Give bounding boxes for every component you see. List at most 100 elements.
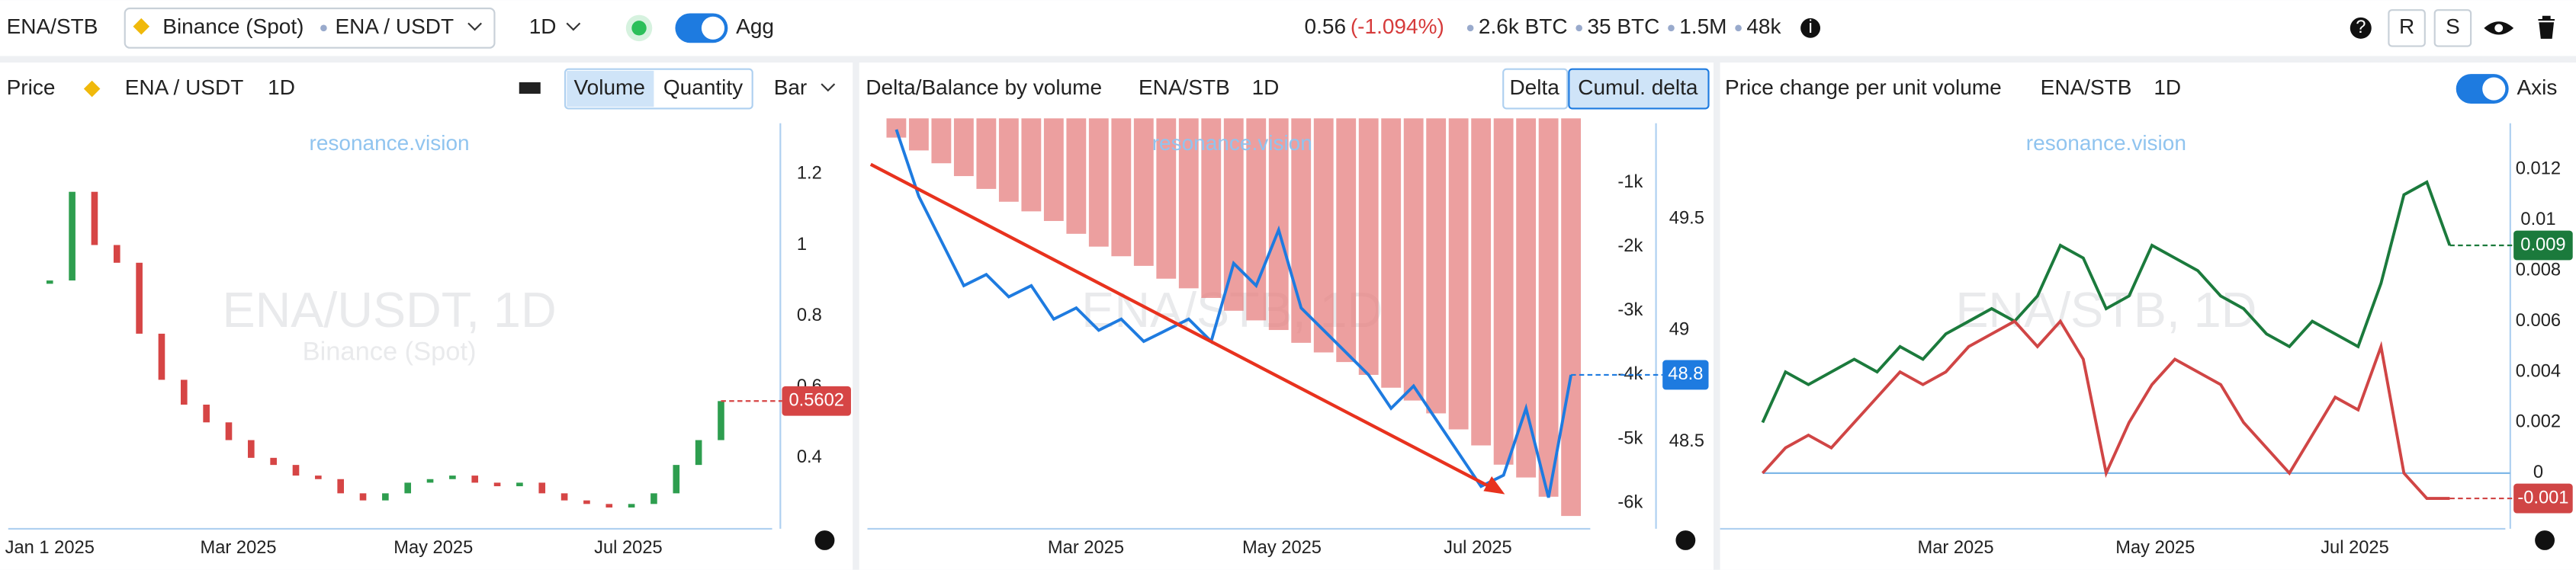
price-bar bbox=[493, 482, 501, 487]
trend-arrow bbox=[869, 162, 1493, 489]
mode-active[interactable] bbox=[1568, 68, 1710, 110]
price-bar bbox=[136, 262, 143, 334]
interval[interactable]: 1D bbox=[529, 14, 557, 38]
delta-bar bbox=[1111, 118, 1132, 257]
button-label: R bbox=[2399, 14, 2414, 38]
info[interactable] bbox=[1800, 18, 1821, 38]
delta-bar bbox=[1156, 118, 1177, 279]
symbol[interactable]: ENA/STB bbox=[7, 14, 98, 38]
toggle-label: Axis bbox=[2517, 75, 2557, 99]
button-r[interactable] bbox=[2388, 9, 2426, 47]
info[interactable] bbox=[814, 530, 835, 550]
exchange: Binance (Spot) bbox=[162, 14, 304, 38]
toggle-knob bbox=[701, 16, 725, 40]
delta-bar bbox=[1066, 118, 1087, 234]
ruler-icon[interactable] bbox=[519, 82, 541, 94]
x-tick-label: Jan 1 2025 bbox=[5, 538, 95, 558]
last-value-tag bbox=[2513, 483, 2573, 514]
series-line bbox=[1761, 319, 2450, 501]
stat: 48k bbox=[1746, 14, 1781, 38]
delta-bar bbox=[1561, 118, 1582, 517]
delta-bar bbox=[908, 118, 929, 151]
info[interactable] bbox=[1675, 530, 1696, 550]
x-tick-label: May 2025 bbox=[393, 538, 473, 558]
last-value-label: -0.001 bbox=[2517, 488, 2568, 508]
button-s[interactable] bbox=[2433, 9, 2472, 47]
price-bar bbox=[91, 191, 98, 245]
panel-interval: 1D bbox=[2154, 75, 2181, 99]
y-tick-label: 1 bbox=[797, 235, 807, 255]
dot bbox=[1575, 24, 1582, 32]
y-tick-label: -5k bbox=[1617, 428, 1643, 448]
change: (-1.094%) bbox=[1351, 14, 1444, 38]
trash-icon[interactable] bbox=[2538, 15, 2555, 39]
price-bar bbox=[695, 440, 702, 466]
price-bar bbox=[382, 493, 389, 501]
x-tick-label: Jul 2025 bbox=[2321, 538, 2389, 558]
price-bar bbox=[270, 457, 277, 466]
mode-button[interactable] bbox=[1502, 68, 1569, 110]
price-bar bbox=[605, 504, 613, 508]
x-tick-label: Mar 2025 bbox=[1048, 538, 1124, 558]
y-tick-label: 1.2 bbox=[797, 164, 822, 184]
info[interactable] bbox=[2535, 530, 2555, 550]
watermark: resonance.vision bbox=[310, 131, 470, 155]
help[interactable] bbox=[2350, 17, 2372, 39]
y-tick-label: 0.004 bbox=[2516, 361, 2561, 381]
pair: ENA / USDT bbox=[335, 14, 454, 38]
delta-bar bbox=[1426, 118, 1447, 414]
delta-bar bbox=[1471, 118, 1492, 446]
delta-bar bbox=[1178, 118, 1199, 289]
stat: 2.6k BTC bbox=[1479, 14, 1568, 38]
y-tick-label: 0.008 bbox=[2516, 260, 2561, 280]
panel-title: Price change per unit volume bbox=[1725, 75, 2002, 99]
exchange-icon bbox=[83, 80, 101, 98]
x-tick-label: May 2025 bbox=[2115, 538, 2195, 558]
price-bar bbox=[673, 465, 680, 494]
y-tick-label: 0 bbox=[2533, 463, 2543, 482]
price-bar bbox=[46, 280, 53, 284]
price-bar bbox=[337, 479, 344, 494]
price-bar bbox=[359, 493, 367, 501]
watermark-sub: Binance (Spot) bbox=[303, 338, 477, 367]
mode-active[interactable] bbox=[567, 70, 654, 107]
x-tick-label: Jul 2025 bbox=[1444, 538, 1512, 558]
status-dot bbox=[631, 21, 647, 36]
price-bar bbox=[69, 191, 75, 281]
dot bbox=[1668, 24, 1675, 32]
price-bar bbox=[718, 401, 724, 440]
chevron bbox=[467, 22, 482, 31]
x-tick-label: Jul 2025 bbox=[594, 538, 663, 558]
help-q: ? bbox=[2356, 18, 2366, 37]
mode[interactable]: Cumul. delta bbox=[1578, 75, 1698, 99]
delta-bar bbox=[1268, 118, 1289, 331]
x-tick-label: May 2025 bbox=[1242, 538, 1322, 558]
y-tick-label: -1k bbox=[1617, 172, 1643, 192]
panel-interval: 1D bbox=[268, 75, 295, 99]
mode[interactable]: Delta bbox=[1509, 75, 1559, 99]
eye-pupil bbox=[2494, 24, 2504, 33]
x-tick-label: Mar 2025 bbox=[201, 538, 277, 558]
delta-bar bbox=[1021, 118, 1042, 212]
y2-tick-label: 49 bbox=[1669, 320, 1689, 340]
mode[interactable]: Volume bbox=[574, 75, 645, 99]
delta-bar bbox=[1403, 118, 1424, 401]
y-tick-label: -6k bbox=[1617, 493, 1643, 513]
delta-bar bbox=[1201, 118, 1222, 298]
panel-pair: ENA / USDT bbox=[125, 75, 244, 99]
panel-pair: ENA/STB bbox=[2041, 75, 2132, 99]
price-bar bbox=[292, 465, 300, 476]
market-select[interactable] bbox=[124, 7, 496, 49]
stat: 35 BTC bbox=[1587, 14, 1659, 38]
price-bar bbox=[315, 476, 322, 479]
button-label: S bbox=[2446, 14, 2460, 38]
y-tick-label: -3k bbox=[1617, 300, 1643, 320]
y-tick-label: 0.8 bbox=[797, 306, 822, 325]
delta-bar bbox=[1381, 118, 1402, 388]
y-tick-label: 0.4 bbox=[797, 447, 822, 467]
chart-type[interactable]: Bar bbox=[774, 75, 808, 99]
series-line bbox=[1761, 180, 2452, 424]
toggle-knob bbox=[2482, 77, 2506, 101]
mode[interactable]: Quantity bbox=[663, 75, 743, 99]
